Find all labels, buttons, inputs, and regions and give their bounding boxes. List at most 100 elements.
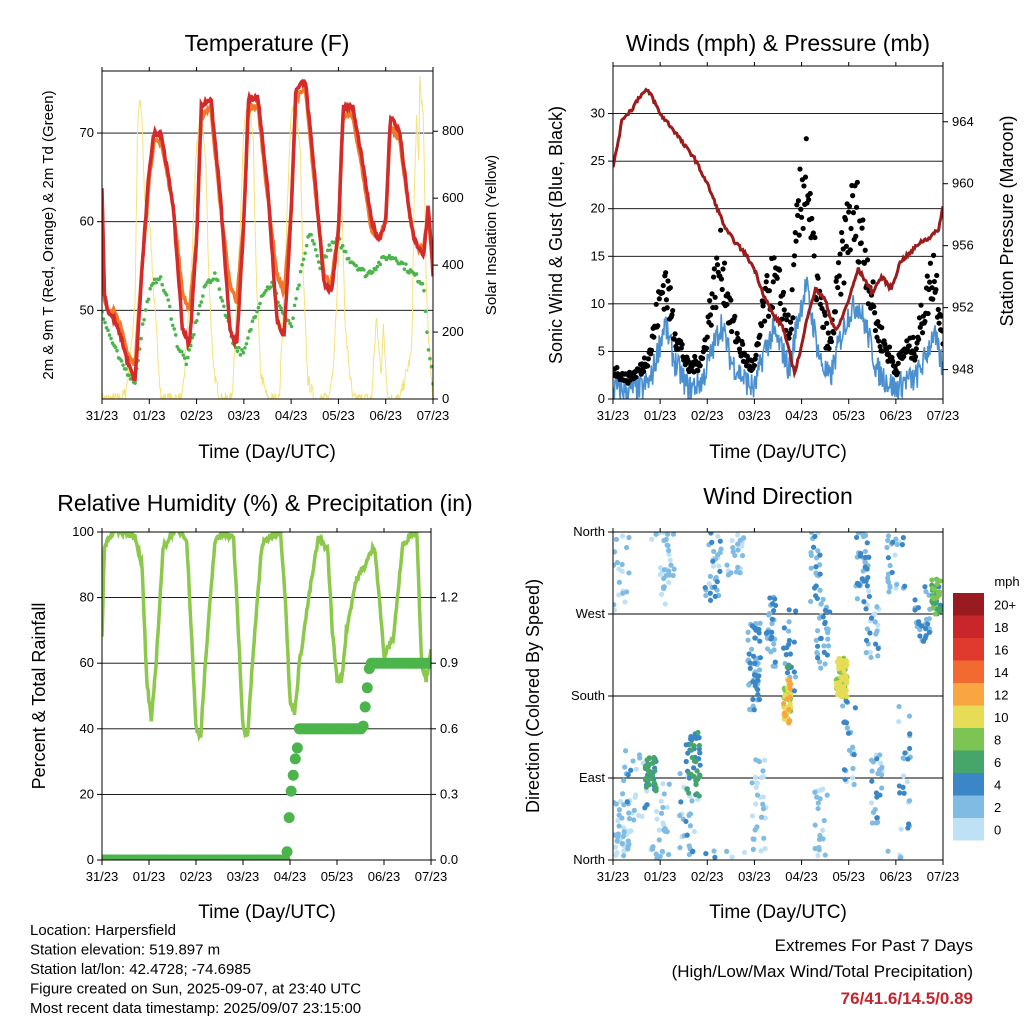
dewpoint-point [292,303,297,308]
gust-point [707,312,714,318]
x-tick-label: 31/23 [86,869,119,884]
gust-point [663,297,670,303]
x-tick-label: 06/23 [880,408,913,423]
direction-point [769,629,775,635]
direction-point [885,848,891,854]
x-tick-label: 04/23 [785,869,818,884]
y-tick-label: 60 [80,214,94,229]
gust-point [925,310,931,317]
gust-point [793,238,799,244]
direction-point [631,817,637,823]
direction-point [814,794,820,800]
direction-point [814,649,820,656]
y-tick-label: 50 [80,302,94,317]
direction-point [666,579,672,586]
direction-point [850,765,856,772]
direction-point [833,680,840,686]
dewpoint-point [115,348,119,353]
legend-swatch [953,795,984,818]
gust-point [667,285,673,291]
direction-points [613,532,943,860]
gust-point [699,355,706,361]
gust-point [865,301,871,307]
direction-point [693,781,699,788]
direction-point [654,816,660,822]
extremes-subheading: (High/Low/Max Wind/Total Precipitation) [672,962,973,981]
direction-point [850,775,856,781]
direction-point [683,758,689,765]
gust-point [660,282,666,289]
y-tick-label: 20 [80,786,94,801]
direction-point [874,756,880,762]
dewpoint-point [133,381,137,385]
dewpoint-point [422,288,426,293]
gust-point [766,288,772,294]
gust-point [817,301,824,307]
dewpoint-point [258,301,262,306]
dewpoint-point [124,367,128,371]
direction-point [709,539,715,545]
direction-point [820,827,826,833]
direction-point [772,663,778,669]
direction-point [858,550,864,557]
y-tick-label: 0 [87,852,94,867]
gust-point [838,291,844,297]
direction-point [821,643,827,649]
gust-point [870,279,876,285]
dewpoint-point [127,373,131,378]
direction-point [658,591,665,597]
extremes-box: Extremes For Past 7 Days (High/Low/Max W… [672,936,973,1008]
dewpoint-point [142,317,146,322]
direction-point [737,570,743,576]
gust-point [930,252,937,258]
direction-point [667,557,673,563]
x-tick-label: 01/23 [133,408,166,423]
direction-point [708,532,714,536]
gust-point [659,290,666,296]
direction-point [817,832,823,839]
dewpoint-point [201,294,205,298]
dewpoint-point [194,319,199,323]
gust-point [861,260,868,266]
direction-point [844,680,850,686]
direction-point [817,552,823,558]
direction-point [791,688,797,694]
direction-point [822,852,828,858]
x-tick-label: 31/23 [86,408,119,423]
dewpoint-point [185,355,190,360]
direction-point [811,585,818,591]
direction-point [824,652,830,658]
dewpoint-point [246,336,250,340]
dewpoint-point [279,306,283,311]
direction-point [824,792,830,798]
y-tick-label: North [573,852,605,867]
dewpoint-point [316,260,321,264]
dewpoint-point [371,270,375,274]
direction-point [697,750,703,756]
station-info: Location: Harpersfield Station elevation:… [30,922,361,1017]
direction-point [818,665,824,671]
gust-point [826,345,832,352]
direction-point [905,756,911,762]
gust-point [938,313,943,319]
gust-point [774,275,780,281]
direction-point [749,780,755,786]
dewpoint-point [109,336,113,341]
direction-point [923,626,929,632]
y-tick-label: 40 [80,721,94,736]
gust-point [936,320,942,326]
direction-point [751,672,758,678]
x-tick-label: 06/23 [880,869,913,884]
precip-point [291,742,303,754]
x-tick-label: 04/23 [275,408,308,423]
direction-point [843,698,849,704]
gust-point [828,338,835,345]
direction-point [815,852,821,859]
direction-point [872,806,878,813]
direction-point [637,755,643,761]
direction-point [616,579,622,585]
direction-point [757,638,763,644]
direction-point [885,537,891,544]
direction-point [660,584,667,590]
